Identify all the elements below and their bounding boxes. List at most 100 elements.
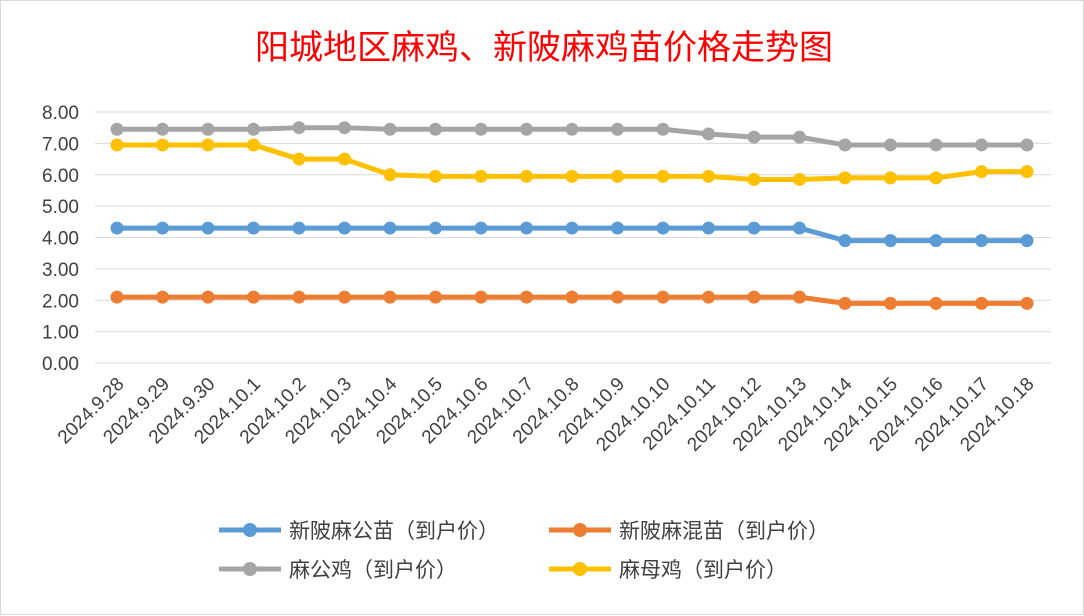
gridlines bbox=[95, 111, 1051, 364]
data-point bbox=[884, 171, 897, 185]
data-point bbox=[929, 296, 943, 310]
data-point bbox=[975, 296, 988, 310]
series-2 bbox=[110, 121, 1034, 152]
data-point bbox=[565, 122, 579, 136]
data-point bbox=[474, 221, 488, 235]
data-point bbox=[975, 234, 988, 248]
data-point bbox=[247, 290, 260, 304]
data-point bbox=[747, 130, 761, 144]
legend-label: 新陂麻混苗（到户价） bbox=[619, 519, 829, 543]
series-layer bbox=[110, 121, 1034, 310]
data-point bbox=[429, 221, 442, 235]
data-point bbox=[975, 138, 988, 152]
data-point bbox=[793, 290, 806, 304]
data-point bbox=[474, 290, 488, 304]
data-point bbox=[929, 138, 943, 152]
data-point bbox=[611, 122, 624, 136]
data-point bbox=[793, 172, 806, 186]
y-tick-label: 6.00 bbox=[42, 166, 79, 187]
data-point bbox=[338, 290, 351, 304]
data-point bbox=[247, 122, 260, 136]
data-point bbox=[201, 221, 215, 235]
data-point bbox=[884, 234, 897, 248]
data-point bbox=[156, 290, 169, 304]
data-point bbox=[292, 121, 306, 135]
chart-title: 阳城地区麻鸡、新陂麻鸡苗价格走势图 bbox=[255, 28, 833, 68]
data-point bbox=[338, 221, 351, 235]
data-point bbox=[838, 234, 852, 248]
data-point bbox=[429, 290, 442, 304]
data-point bbox=[201, 290, 215, 304]
data-point bbox=[520, 290, 533, 304]
data-point bbox=[702, 221, 715, 235]
data-point bbox=[884, 296, 897, 310]
data-point bbox=[611, 290, 624, 304]
data-point bbox=[520, 169, 533, 183]
legend-swatch-marker bbox=[243, 523, 257, 537]
data-point bbox=[474, 122, 488, 136]
data-point bbox=[383, 168, 397, 182]
data-point bbox=[884, 138, 897, 152]
data-point bbox=[520, 122, 533, 136]
data-point bbox=[656, 221, 670, 235]
data-point bbox=[838, 296, 852, 310]
legend-label: 麻公鸡（到户价） bbox=[289, 558, 457, 582]
y-tick-label: 7.00 bbox=[42, 134, 79, 155]
legend-swatch-marker bbox=[573, 562, 587, 576]
data-point bbox=[201, 138, 215, 152]
data-point bbox=[793, 130, 806, 144]
data-point bbox=[929, 171, 943, 185]
data-point bbox=[1020, 165, 1034, 179]
data-point bbox=[747, 172, 761, 186]
data-point bbox=[247, 138, 260, 152]
data-point bbox=[838, 171, 852, 185]
data-point bbox=[292, 152, 306, 166]
legend-swatch-marker bbox=[573, 523, 587, 537]
data-point bbox=[110, 221, 124, 235]
data-point bbox=[656, 290, 670, 304]
legend-item: 麻母鸡（到户价） bbox=[549, 558, 787, 582]
series-1 bbox=[110, 290, 1034, 310]
legend-item: 新陂麻混苗（到户价） bbox=[549, 519, 829, 543]
data-point bbox=[201, 122, 215, 136]
data-point bbox=[110, 290, 124, 304]
data-point bbox=[110, 138, 124, 152]
data-point bbox=[929, 234, 943, 248]
data-point bbox=[156, 221, 169, 235]
legend-item: 新陂麻公苗（到户价） bbox=[219, 519, 499, 543]
legend: 新陂麻公苗（到户价） 新陂麻混苗（到户价） 麻公鸡（到户价） 麻母鸡（到户价） bbox=[219, 519, 829, 582]
data-point bbox=[338, 152, 351, 166]
data-point bbox=[656, 169, 670, 183]
y-tick-label: 1.00 bbox=[42, 323, 79, 344]
data-point bbox=[156, 122, 169, 136]
series-3 bbox=[110, 138, 1034, 186]
y-tick-label: 5.00 bbox=[42, 197, 79, 218]
data-point bbox=[793, 221, 806, 235]
data-point bbox=[702, 127, 715, 141]
data-point bbox=[611, 169, 624, 183]
data-point bbox=[292, 290, 306, 304]
data-point bbox=[474, 169, 488, 183]
y-tick-label: 2.00 bbox=[42, 291, 79, 312]
series-0 bbox=[110, 221, 1034, 248]
data-point bbox=[1020, 234, 1034, 248]
legend-label: 麻母鸡（到户价） bbox=[619, 558, 787, 582]
data-point bbox=[383, 122, 397, 136]
data-point bbox=[656, 122, 670, 136]
data-point bbox=[338, 121, 351, 135]
y-tick-label: 8.00 bbox=[42, 103, 79, 124]
data-point bbox=[429, 169, 442, 183]
legend-swatch-marker bbox=[243, 562, 257, 576]
data-point bbox=[292, 221, 306, 235]
data-point bbox=[383, 221, 397, 235]
legend-label: 新陂麻公苗（到户价） bbox=[289, 519, 499, 543]
data-point bbox=[611, 221, 624, 235]
data-point bbox=[702, 290, 715, 304]
y-tick-label: 0.00 bbox=[42, 354, 79, 375]
data-point bbox=[1020, 138, 1034, 152]
data-point bbox=[429, 122, 442, 136]
data-point bbox=[247, 221, 260, 235]
data-point bbox=[747, 290, 761, 304]
data-point bbox=[838, 138, 852, 152]
